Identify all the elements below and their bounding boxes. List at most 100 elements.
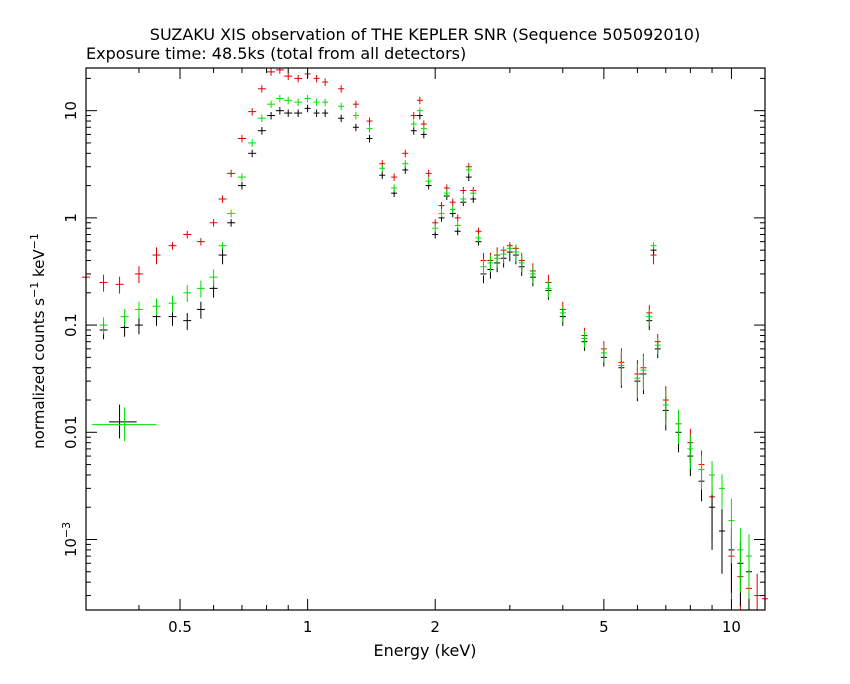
data-point <box>745 534 752 599</box>
data-point <box>654 337 661 355</box>
data-point <box>470 189 477 198</box>
data-point <box>237 134 246 143</box>
data-series <box>99 94 752 599</box>
data-point <box>518 255 525 273</box>
data-point <box>275 94 284 103</box>
data-point <box>379 164 386 173</box>
data-point <box>284 109 293 117</box>
data-point <box>410 127 417 135</box>
y-axis-label-unit: keV <box>30 249 48 282</box>
y-tick-label: 1 <box>62 213 80 223</box>
data-point <box>352 123 359 132</box>
data-point <box>304 94 311 103</box>
data-point <box>322 109 329 117</box>
data-point <box>352 111 359 120</box>
data-point <box>257 85 266 93</box>
y-axis-label-main: normalized counts s <box>30 298 48 449</box>
data-point <box>275 68 284 74</box>
y-axis-label-exp1: −1 <box>28 282 41 298</box>
data-point <box>475 234 482 242</box>
data-point <box>634 364 641 399</box>
data-point <box>284 96 293 105</box>
y-tick-label: 0.01 <box>62 416 80 449</box>
data-point <box>338 85 345 93</box>
data-point <box>425 169 432 178</box>
data-point <box>460 186 467 195</box>
data-point <box>465 166 472 174</box>
data-point <box>391 184 398 192</box>
data-point <box>494 250 501 268</box>
data-series <box>82 68 768 610</box>
data-point <box>402 149 409 158</box>
data-point <box>754 573 761 610</box>
data-point <box>366 134 373 143</box>
data-point <box>294 109 303 117</box>
data-point <box>366 117 373 125</box>
data-point <box>196 301 205 319</box>
data-point <box>313 98 320 107</box>
data-point <box>237 173 246 181</box>
data-point <box>454 214 461 222</box>
data-point <box>581 330 588 348</box>
data-point <box>248 108 257 116</box>
data-point <box>709 460 716 496</box>
data-point <box>248 149 257 158</box>
data-point <box>480 259 487 276</box>
data-point <box>662 390 669 425</box>
data-point <box>718 509 725 574</box>
x-tick-label: 5 <box>599 618 609 636</box>
data-point <box>402 160 409 168</box>
data-point <box>99 317 108 335</box>
data-point <box>183 285 192 303</box>
data-point <box>99 274 108 292</box>
data-point <box>460 195 467 203</box>
y-tick-label: 10 <box>62 101 80 120</box>
data-point <box>338 114 345 123</box>
y-axis-label: normalized counts s−1 keV−1 <box>28 233 48 449</box>
data-point <box>227 219 236 227</box>
data-point <box>416 107 423 115</box>
data-point <box>275 107 284 115</box>
data-point <box>218 247 227 265</box>
data-point <box>366 125 373 133</box>
data-point <box>438 209 445 218</box>
data-point <box>391 173 398 181</box>
data-point <box>257 127 266 135</box>
data-point <box>152 298 161 316</box>
data-point <box>218 195 227 203</box>
data-point <box>257 114 266 123</box>
data-point <box>322 98 329 107</box>
data-point <box>168 242 177 250</box>
data-point <box>294 74 303 83</box>
data-point <box>120 308 129 326</box>
data-point <box>559 305 566 323</box>
data-point <box>410 120 417 128</box>
data-point <box>322 78 329 86</box>
data-point <box>183 230 192 239</box>
data-point <box>545 280 552 298</box>
axis-ticks: 0.5 1 2 5 10 10 1 0.1 0.01 10−3 <box>60 68 765 636</box>
data-point <box>454 221 461 230</box>
data-point <box>425 177 432 186</box>
data-point <box>512 244 519 262</box>
data-point <box>416 96 423 105</box>
y-axis-label-exp2: −1 <box>28 233 41 249</box>
data-point <box>487 255 494 273</box>
data-point <box>465 173 472 181</box>
data-point <box>284 72 293 81</box>
data-point <box>109 404 137 439</box>
data-point <box>709 485 716 550</box>
data-point <box>115 276 124 294</box>
data-point <box>183 312 192 330</box>
data-point <box>338 102 345 111</box>
data-point <box>209 269 218 287</box>
data-point <box>352 100 359 109</box>
data-series <box>99 104 752 610</box>
data-point <box>227 169 236 178</box>
data-point <box>168 295 177 313</box>
data-point <box>313 109 320 117</box>
data-point <box>529 266 536 284</box>
data-point <box>420 125 427 133</box>
chart-title: SUZAKU XIS observation of THE KEPLER SNR… <box>150 25 700 44</box>
data-point <box>506 244 513 253</box>
